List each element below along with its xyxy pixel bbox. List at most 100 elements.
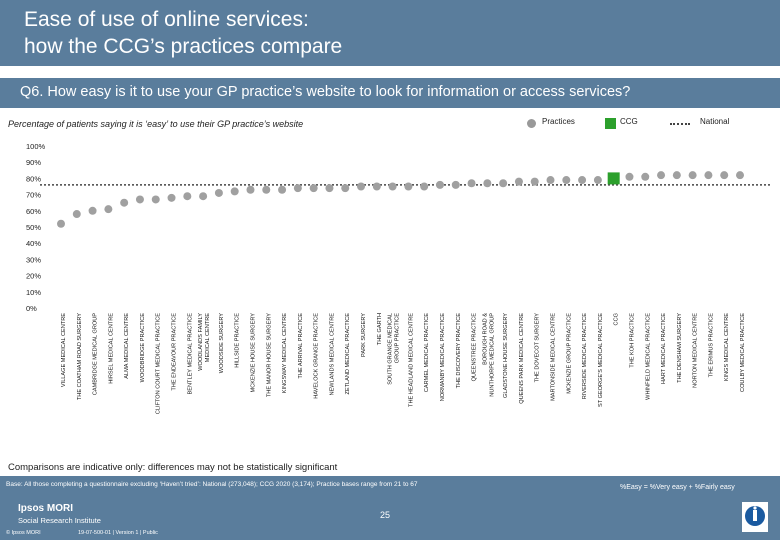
practice-marker	[514, 177, 523, 186]
x-tick-label: ST GEORGE'S MEDICAL PRACTICE	[598, 313, 604, 407]
easy-definition: %Easy = %Very easy + %Fairly easy	[620, 484, 735, 491]
reference-text: 19-07-500-01 | Version 1 | Public	[78, 530, 158, 536]
x-tick-label: PARK SURGERY	[361, 313, 367, 357]
practice-marker	[420, 182, 429, 191]
page-title: Ease of use of online services: how the …	[24, 6, 342, 60]
x-tick-label: WOODSIDE SURGERY	[219, 313, 225, 373]
x-tick-label: THE DISCOVERY PRACTICE	[456, 313, 462, 389]
practice-marker	[736, 171, 744, 180]
practices-chart: 0% 10% 20% 30% 40% 50% 60% 70% 80% 90% 100% VILLAGE…	[26, 142, 770, 414]
comparison-note: Comparisons are indicative only: differe…	[8, 462, 338, 473]
x-tick-label: COULBY MEDICAL PRACTICE	[740, 313, 746, 392]
x-tick-label: KINGSWAY MEDICAL CENTRE	[282, 313, 288, 393]
copyright-text: © Ipsos MORI	[6, 530, 41, 536]
page-number: 25	[380, 510, 391, 520]
title-bar: Ease of use of online services: how the …	[0, 0, 780, 66]
question-text: Q6. How easy is it to use your GP practi…	[20, 84, 631, 100]
x-tick-label: THE COATHAM ROAD SURGERY	[77, 313, 83, 400]
x-tick-label: HILLSIDE PRACTICE	[235, 313, 241, 368]
x-tick-label: ZETLAND MEDICAL PRACTICE	[345, 313, 351, 395]
practice-marker	[435, 180, 444, 189]
practice-marker	[199, 192, 208, 201]
x-tick-label: NORTON MEDICAL CENTRE	[693, 313, 699, 388]
x-tick-label: GLADSTONE HOUSE SURGERY	[503, 313, 509, 398]
ipsos-logo-text: Ipsos MORI	[18, 503, 74, 514]
practice-marker	[530, 177, 539, 186]
practice-marker	[214, 188, 223, 197]
practice-marker	[341, 184, 350, 193]
practice-marker	[293, 184, 302, 193]
practice-marker-icon	[527, 119, 536, 128]
practice-marker	[357, 182, 366, 191]
footer-bar: Base: All those completing a questionnai…	[0, 476, 780, 540]
practice-marker	[593, 176, 602, 185]
x-tick-label: BOROUGH ROAD &NUNTHORPE MEDICAL GROUP	[482, 313, 495, 397]
y-tick-label: 70%	[26, 191, 41, 200]
practice-marker	[262, 185, 271, 194]
y-tick-label: 20%	[26, 272, 41, 281]
y-tick-label: 0%	[26, 304, 37, 313]
practice-marker	[120, 198, 129, 207]
x-tick-label: THE GARTH	[377, 313, 383, 345]
practice-marker	[388, 182, 397, 191]
x-tick-label: THE DENSHAM SURGERY	[677, 313, 683, 383]
x-tick-label: MARTONSIDE MEDICAL CENTRE	[551, 313, 557, 401]
x-tick-label: HAVELOCK GRANGE PRACTICE	[314, 313, 320, 399]
x-tick-label: MCKENZIE HOUSE SURGERY	[250, 313, 256, 393]
practice-marker	[372, 182, 381, 191]
practice-marker	[562, 176, 571, 185]
practice-marker	[546, 176, 555, 185]
practice-marker	[625, 172, 634, 181]
practice-marker	[72, 210, 81, 219]
x-tick-label: WHINFIELD MEDICAL PRACTICE	[645, 313, 651, 400]
x-tick-label: HIRSEL MEDICAL CENTRE	[108, 313, 114, 384]
practice-marker	[167, 193, 176, 202]
base-text: Base: All those completing a questionnai…	[6, 481, 418, 488]
practice-marker	[246, 185, 255, 194]
x-tick-label: MCKENZIE GROUP PRACTICE	[566, 313, 572, 394]
y-tick-label: 60%	[26, 207, 41, 216]
x-tick-label: QUEENSTREE PRACTICE	[472, 313, 478, 382]
y-tick-label: 10%	[26, 288, 41, 297]
practice-marker	[309, 184, 318, 193]
practice-marker	[704, 171, 713, 180]
x-tick-label: THE ENDEAVOUR PRACTICE	[172, 313, 178, 391]
x-tick-label: QUEENS PARK MEDICAL CENTRE	[519, 313, 525, 404]
practice-marker	[278, 185, 287, 194]
y-tick-label: 50%	[26, 223, 41, 232]
practice-marker	[404, 182, 413, 191]
y-tick-label: 40%	[26, 239, 41, 248]
practice-marker	[151, 195, 160, 204]
x-tick-label: THE MANOR HOUSE SURGERY	[266, 313, 272, 397]
page-title-line-2: how the CCG’s practices compare	[24, 35, 343, 58]
x-tick-label: THE ARRIVAL PRACTICE	[298, 313, 304, 379]
practice-marker	[657, 171, 666, 180]
x-tick-label: KINGS MEDICAL CENTRE	[724, 313, 730, 381]
x-tick-label: SOUTH GRANGE MEDICALGROUP PRACTICE	[388, 313, 401, 385]
national-line-icon	[670, 123, 690, 125]
practice-marker	[483, 179, 492, 188]
practice-marker	[325, 184, 334, 193]
x-tick-label: NORMANBY MEDICAL PRACTICE	[440, 313, 446, 402]
legend-label-ccg: CCG	[620, 117, 638, 126]
legend-label-national: National	[700, 117, 730, 126]
practice-marker	[641, 172, 650, 181]
practice-marker	[451, 180, 460, 189]
x-tick-label: WOODLANDS FAMILYMEDICAL CENTRE	[198, 313, 211, 371]
y-tick-label: 80%	[26, 174, 41, 183]
x-tick-label: CLIFTON COURT MEDICAL PRACTICE	[156, 313, 162, 414]
practice-marker	[88, 206, 97, 215]
ipsos-logo-icon	[742, 502, 768, 532]
practice-marker	[688, 171, 697, 180]
practice-marker	[104, 205, 113, 214]
practice-marker	[672, 171, 681, 180]
ccg-marker	[607, 172, 620, 185]
x-tick-label: BENTLEY MEDICAL PRACTICE	[187, 313, 193, 395]
x-tick-label: RIVERSIDE MEDICAL PRACTICE	[582, 313, 588, 399]
practice-marker	[578, 176, 587, 185]
practice-marker	[720, 171, 729, 180]
practice-marker	[467, 179, 476, 188]
y-tick-label: 90%	[26, 158, 41, 167]
x-tick-label: CCG	[614, 313, 620, 325]
x-tick-label: HART MEDICAL PRACTICE	[661, 313, 667, 384]
